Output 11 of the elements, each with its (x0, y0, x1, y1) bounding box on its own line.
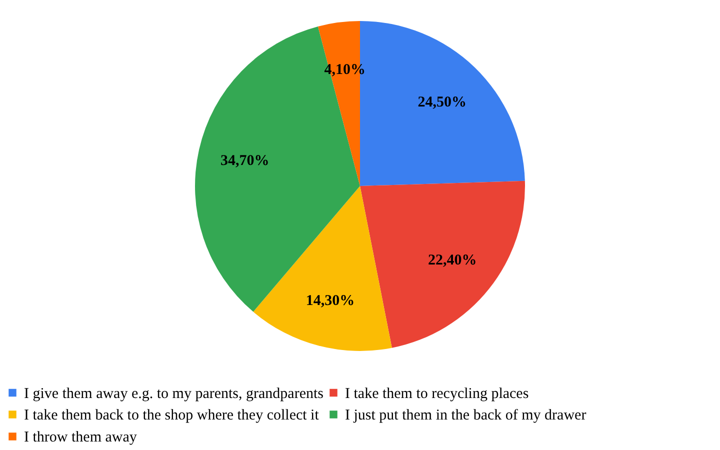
legend-label: I take them back to the shop where they collect it (24, 408, 320, 424)
pie-slice (253, 186, 392, 351)
data-label: 22,40% (428, 252, 477, 268)
legend-label: I just put them in the back of my drawer (345, 408, 586, 424)
pie-slice (360, 180, 525, 348)
data-label: 14,30% (306, 293, 355, 310)
data-label: 24,50% (418, 94, 466, 110)
legend-label: I give them away e.g. to my parents, grandparents (24, 386, 324, 402)
legend-label: I take them to recycling places (345, 386, 529, 402)
legend-label: I throw them away (24, 430, 138, 446)
data-label: 34,70% (220, 152, 270, 169)
